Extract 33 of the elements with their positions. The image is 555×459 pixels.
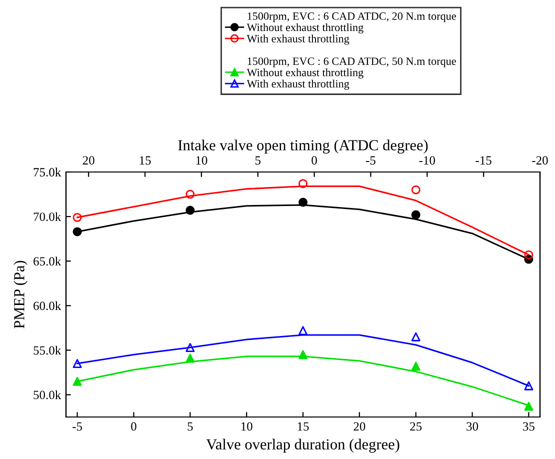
x2-tick-label: 20: [82, 156, 94, 165]
x-tick-label: 5: [188, 422, 193, 431]
x2-tick-label: -15: [476, 156, 492, 165]
y-axis-title: PMEP (Pa): [14, 260, 28, 328]
x-tick-label: -5: [72, 422, 82, 431]
y-tick-label: 55.0k: [34, 346, 62, 355]
legend-label: Without exhaust throttling: [246, 23, 364, 34]
x-tick-label: 20: [354, 422, 366, 431]
x-tick-label: 30: [466, 422, 478, 431]
x2-tick-label: 10: [196, 156, 208, 165]
x2-tick-label: 5: [255, 156, 260, 165]
x2-axis-title: Intake valve open timing (ATDC degree): [178, 140, 428, 154]
text: 1500rpm, EVC : 6 CAD ATDC, 50 N.m torque: [248, 57, 456, 68]
y-tick-label: 50.0k: [34, 390, 62, 400]
x2-tick-label: -20: [532, 156, 548, 165]
x2-tick-label: 0: [312, 156, 317, 165]
legend-label: Without exhaust throttling: [246, 68, 364, 79]
legend-label: With exhaust throttling: [246, 34, 350, 45]
x2-tick-label: 15: [140, 156, 151, 165]
x-tick-label: 25: [410, 422, 422, 431]
x-tick-label: 10: [241, 422, 252, 431]
x-axis-title: Valve overlap duration (degree): [206, 438, 400, 453]
x-tick-label: 0: [131, 422, 136, 431]
x2-tick-label: -5: [366, 156, 376, 165]
y-tick-label: 65.0k: [34, 256, 62, 266]
x-tick-label: 35: [523, 422, 534, 431]
y-tick-label: 75.0k: [34, 168, 62, 177]
text: 1500rpm, EVC : 6 CAD ATDC, 20 N.m torque: [248, 12, 456, 22]
x2-tick-label: -10: [419, 156, 435, 165]
y-tick-label: 60.0k: [34, 301, 62, 310]
x-tick-label: 15: [298, 422, 309, 431]
y-tick-label: 70.0k: [34, 212, 62, 222]
legend-label: With exhaust throttling: [246, 80, 350, 90]
